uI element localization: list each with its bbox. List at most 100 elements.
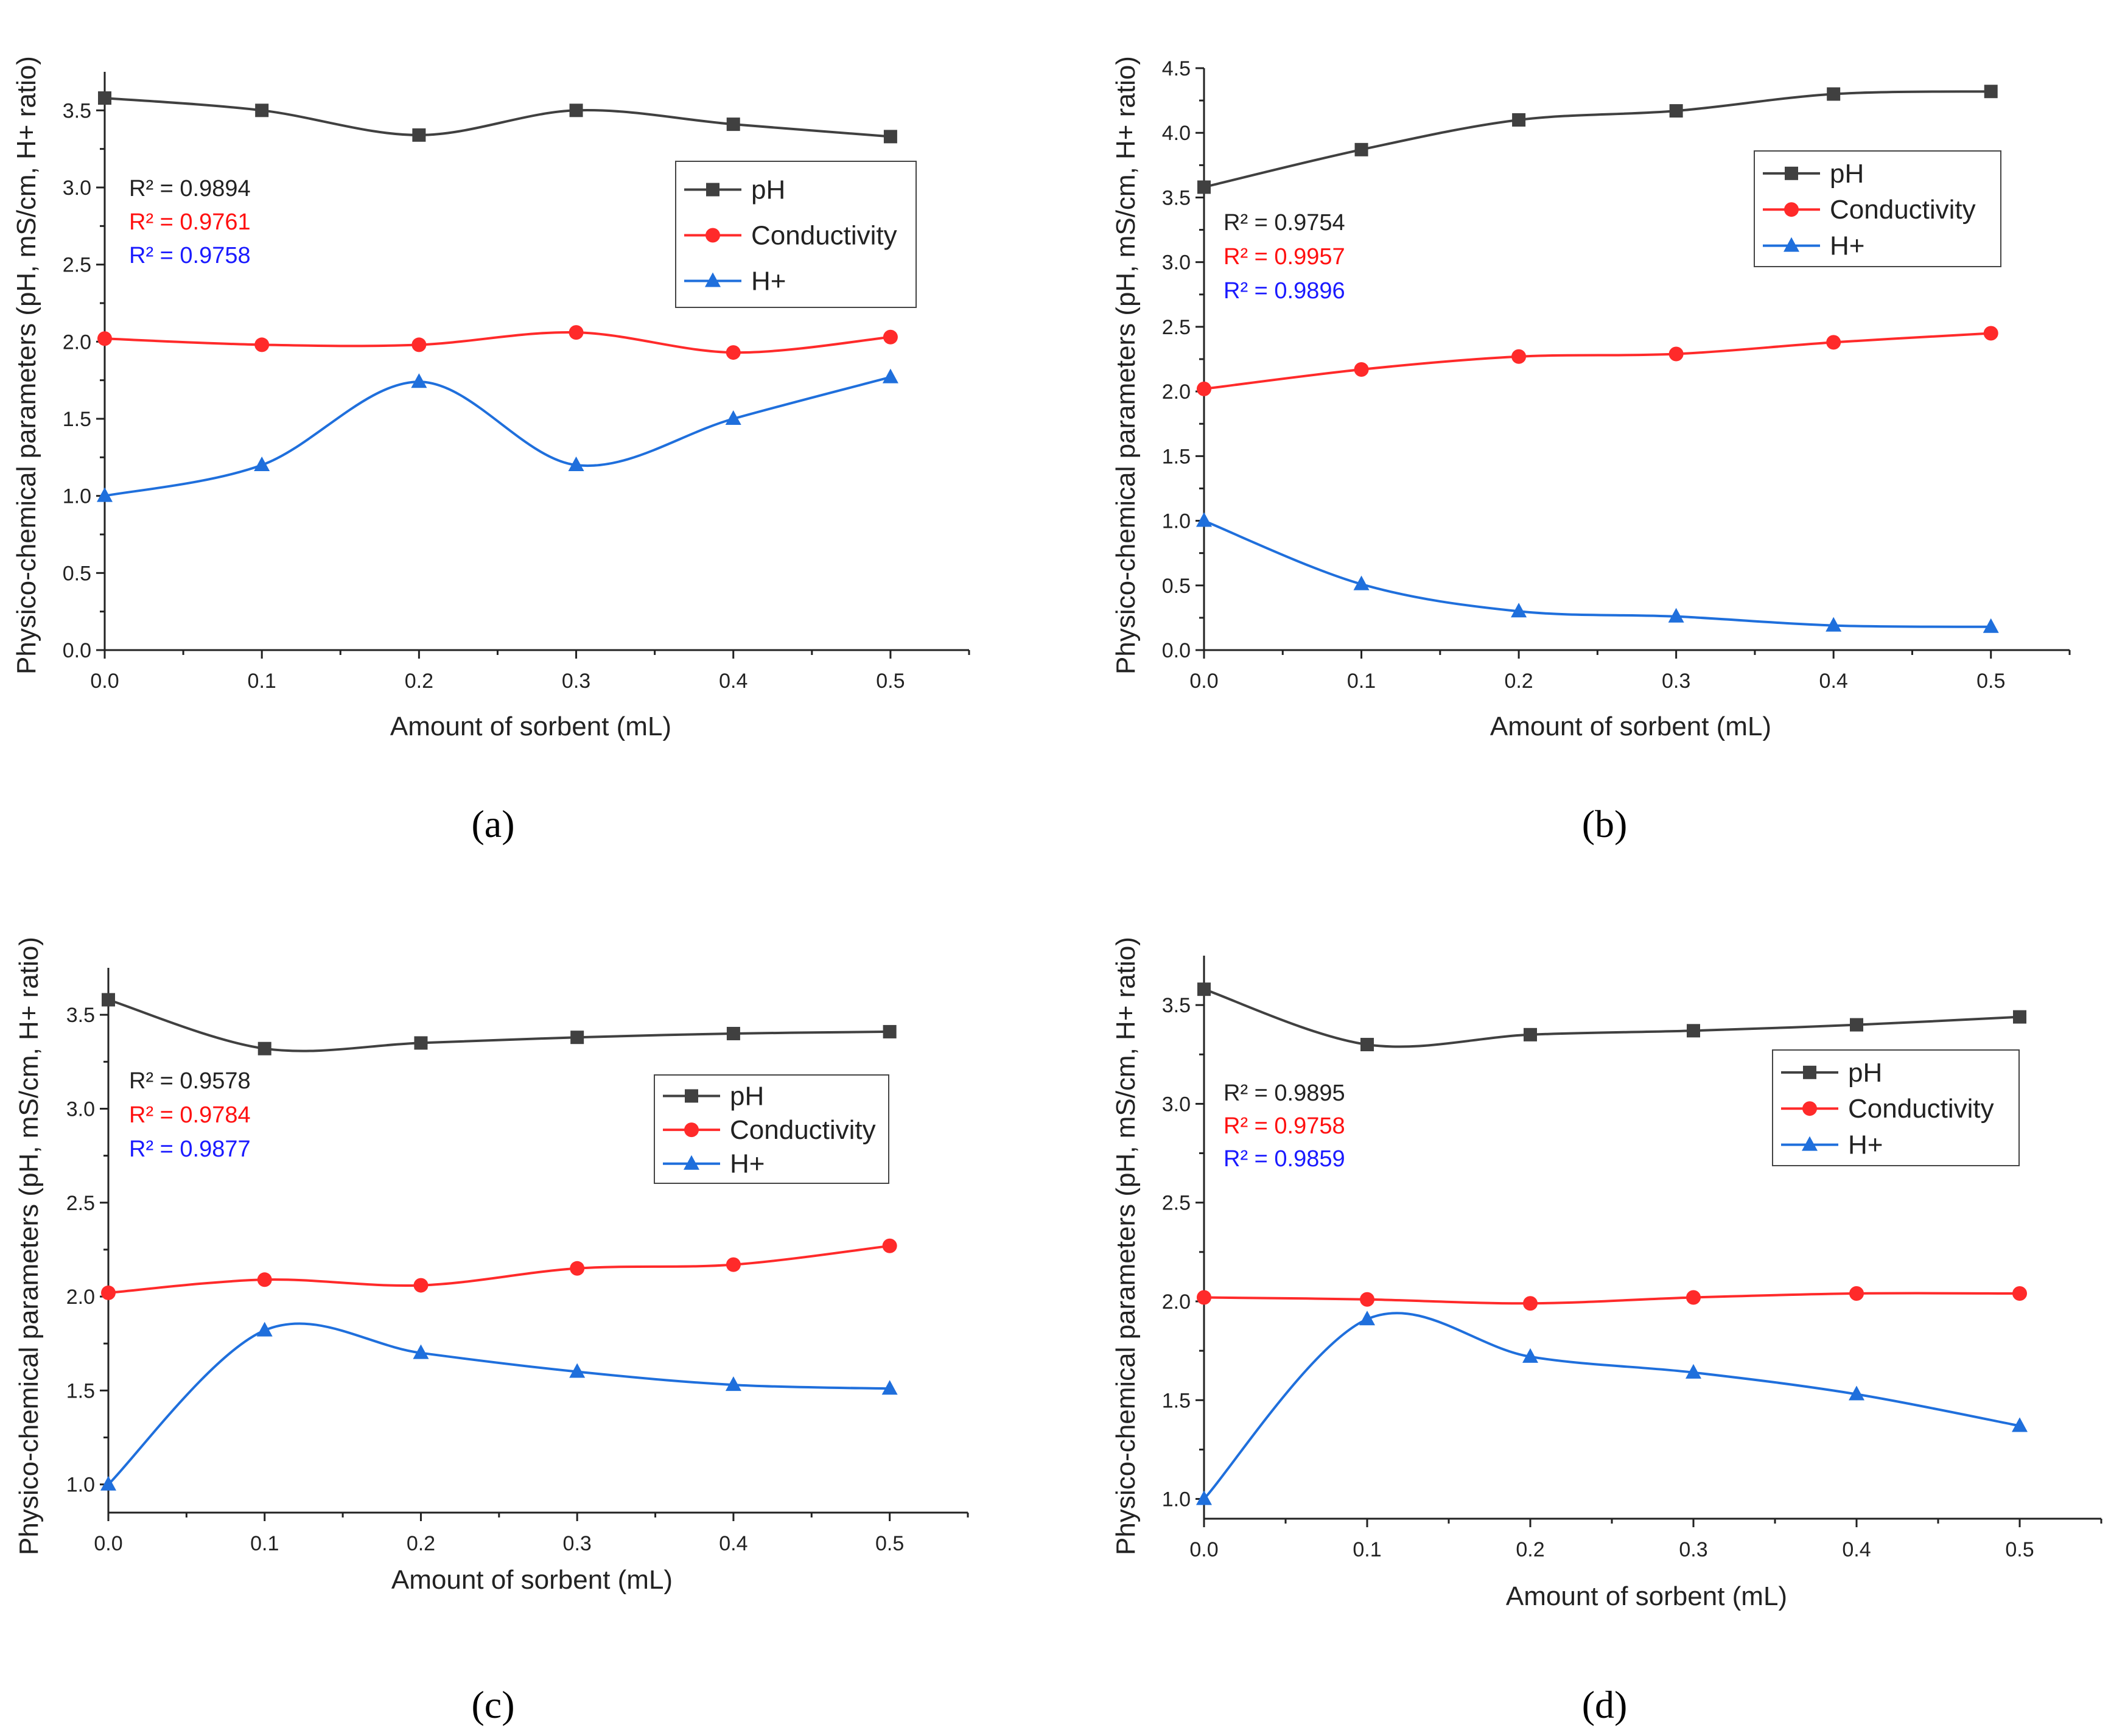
data-point — [413, 1344, 429, 1359]
y-tick-label: 1.5 — [1162, 445, 1191, 468]
y-tick-label: 3.5 — [63, 99, 91, 122]
data-point — [1522, 1348, 1538, 1363]
legend-marker — [705, 272, 721, 287]
data-point — [569, 1363, 586, 1378]
data-point — [1354, 362, 1369, 377]
y-tick-label: 3.5 — [66, 1004, 95, 1027]
chart-panel-b: 0.0 0.5 1.0 1.5 2.0 2.5 3.0 3.5 4.0 4.5 0.0 0.1 0.2 0… — [1111, 56, 2071, 845]
data-point — [1827, 87, 1841, 101]
y-tick-label: 2.5 — [66, 1192, 95, 1215]
x-tick-label: 0.3 — [563, 1532, 592, 1555]
data-point — [1849, 1286, 1864, 1301]
data-point — [1197, 180, 1211, 194]
data-point — [1197, 982, 1211, 996]
legend-label: Conductivity — [751, 221, 897, 251]
data-point — [97, 331, 112, 346]
r-squared-annotation: R² = 0.9754 — [1224, 210, 1345, 236]
legend-marker — [1784, 202, 1799, 217]
data-point — [1511, 603, 1527, 618]
legend-label: H+ — [730, 1149, 765, 1179]
y-tick-label: 1.5 — [66, 1379, 95, 1402]
y-tick-label: 1.0 — [1162, 1488, 1191, 1511]
data-point — [1196, 512, 1212, 527]
legend-marker — [1785, 166, 1798, 180]
x-tick-label: 0.0 — [1189, 1538, 1218, 1561]
legend-label: pH — [730, 1081, 764, 1111]
y-tick-label: 3.0 — [1162, 1093, 1191, 1116]
data-point — [254, 457, 270, 471]
data-point — [1524, 1027, 1537, 1041]
y-tick-label: 2.5 — [1162, 1192, 1191, 1215]
y-tick-label: 2.5 — [63, 254, 91, 277]
series-h- — [1196, 512, 1999, 633]
series-conductivity — [101, 1238, 897, 1300]
y-tick-label: 3.0 — [63, 177, 91, 200]
data-point — [1353, 575, 1370, 590]
x-tick-label: 0.1 — [250, 1532, 279, 1555]
legend-label: pH — [1848, 1058, 1882, 1088]
chart-panel-c: 1.0 1.5 2.0 2.5 3.0 3.5 0.0 0.1 0.2 0.3 0.4 0.5 Amou… — [14, 937, 969, 1726]
data-point — [1983, 618, 1999, 633]
y-axis-title: Physico-chemical parameters (pH, mS/cm, … — [12, 56, 41, 674]
data-point — [413, 1278, 429, 1293]
y-tick-label: 4.5 — [1162, 57, 1191, 80]
series-ph — [1197, 85, 1998, 194]
legend-label: H+ — [1848, 1130, 1883, 1160]
panel-label: (c) — [471, 1683, 514, 1726]
y-tick-label: 2.0 — [1162, 1290, 1191, 1314]
data-point — [882, 368, 898, 383]
r-squared-annotation: R² = 0.9761 — [129, 209, 251, 235]
data-point — [881, 1380, 898, 1395]
x-tick-label: 0.5 — [875, 1532, 904, 1555]
r-squared-annotation: R² = 0.9758 — [129, 243, 251, 268]
panel-label: (d) — [1582, 1683, 1628, 1726]
y-tick-label: 3.0 — [66, 1097, 95, 1121]
x-tick-label: 0.2 — [407, 1532, 435, 1555]
y-axis-title: Physico-chemical parameters (pH, mS/cm, … — [1111, 56, 1141, 674]
legend-marker — [706, 183, 719, 197]
data-point — [1359, 1311, 1375, 1326]
x-tick-label: 0.5 — [876, 670, 905, 693]
data-point — [2012, 1286, 2027, 1301]
legend-marker — [685, 1089, 698, 1103]
legend-marker — [1784, 237, 1799, 252]
legend-marker — [1803, 1065, 1816, 1079]
x-tick-label: 0.4 — [719, 670, 747, 693]
data-point — [569, 103, 583, 117]
x-tick-label: 0.4 — [719, 1532, 747, 1555]
y-tick-label: 1.0 — [63, 485, 91, 508]
data-point — [257, 1272, 272, 1287]
data-point — [2012, 1417, 2028, 1432]
series-line — [1203, 1312, 2020, 1500]
y-tick-label: 1.5 — [1162, 1389, 1191, 1412]
series-line — [1203, 519, 1991, 628]
y-tick-label: 3.0 — [1162, 251, 1191, 275]
legend: pH Conductivity H+ — [1772, 1049, 2020, 1166]
r-squared-annotation: R² = 0.9896 — [1224, 278, 1345, 304]
legend: pH Conductivity H+ — [1754, 150, 2001, 267]
series-line — [104, 331, 891, 354]
data-point — [254, 337, 270, 352]
data-point — [102, 993, 115, 1007]
data-point — [1668, 607, 1684, 623]
legend-marker — [705, 228, 720, 243]
legend-marker — [1802, 1136, 1818, 1151]
y-tick-label: 2.5 — [1162, 316, 1191, 339]
data-point — [1360, 1292, 1374, 1307]
data-point — [256, 1321, 273, 1337]
data-point — [1354, 142, 1368, 156]
data-point — [1849, 1385, 1864, 1401]
data-point — [726, 1257, 741, 1272]
x-tick-label: 0.0 — [94, 1532, 122, 1555]
data-point — [570, 1031, 584, 1045]
data-point — [883, 1024, 897, 1038]
legend-label: H+ — [751, 267, 786, 296]
data-point — [1197, 381, 1211, 396]
legend-label: Conductivity — [1848, 1094, 1994, 1124]
y-tick-label: 3.5 — [1162, 186, 1191, 209]
x-tick-label: 0.5 — [2005, 1538, 2034, 1561]
data-point — [726, 1027, 740, 1041]
x-tick-label: 0.1 — [248, 670, 276, 693]
y-tick-label: 1.0 — [1162, 510, 1191, 533]
panel-label: (a) — [471, 802, 514, 845]
